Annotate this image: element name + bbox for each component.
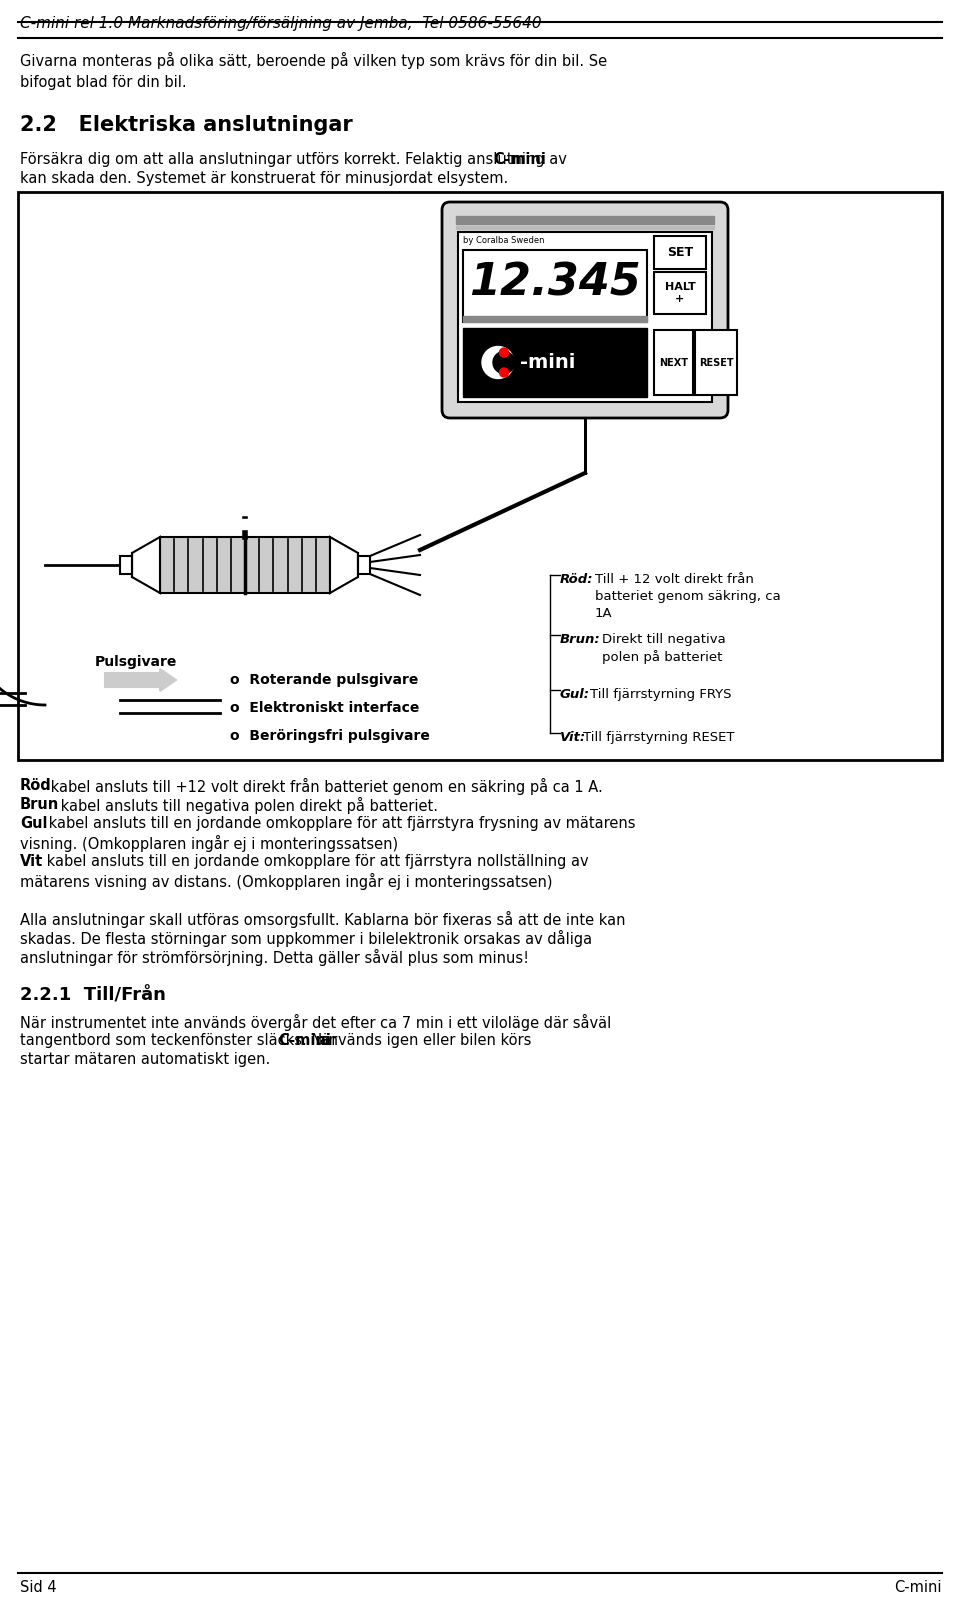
- Bar: [456, 227, 714, 230]
- Text: kan skada den. Systemet är konstruerat för minusjordat elsystem.: kan skada den. Systemet är konstruerat f…: [20, 170, 508, 186]
- Text: 12.345: 12.345: [469, 262, 641, 304]
- Text: NEXT: NEXT: [659, 357, 688, 368]
- Text: tangentbord som teckenfönster släcks. När: tangentbord som teckenfönster släcks. Nä…: [20, 1033, 342, 1048]
- Text: mätarens visning av distans. (Omkopplaren ingår ej i monteringssatsen): mätarens visning av distans. (Omkopplare…: [20, 873, 553, 890]
- Text: by Coralba Sweden: by Coralba Sweden: [463, 236, 544, 244]
- Text: Till fjärrstyrning RESET: Till fjärrstyrning RESET: [583, 731, 734, 744]
- Text: 2.2   Elektriska anslutningar: 2.2 Elektriska anslutningar: [20, 116, 352, 135]
- Text: kabel ansluts till en jordande omkopplare för att fjärrstyra nollställning av: kabel ansluts till en jordande omkopplar…: [42, 853, 588, 869]
- Text: Brun:: Brun:: [560, 633, 601, 646]
- Bar: [237, 519, 253, 529]
- Circle shape: [493, 352, 515, 373]
- Text: o  Beröringsfri pulsgivare: o Beröringsfri pulsgivare: [230, 730, 430, 742]
- Text: Sid 4: Sid 4: [20, 1580, 57, 1596]
- Text: Till + 12 volt direkt från
batteriet genom säkring, ca
1A: Till + 12 volt direkt från batteriet gen…: [595, 574, 780, 620]
- Circle shape: [499, 368, 509, 378]
- Bar: [463, 328, 647, 397]
- Polygon shape: [330, 537, 358, 593]
- Bar: [463, 317, 647, 321]
- Text: startar mätaren automatiskt igen.: startar mätaren automatiskt igen.: [20, 1053, 271, 1067]
- Text: Vit: Vit: [20, 853, 43, 869]
- Text: Gul:: Gul:: [560, 688, 590, 701]
- Bar: [120, 556, 132, 574]
- Text: Brun: Brun: [20, 797, 60, 812]
- Text: SET: SET: [667, 246, 693, 259]
- Bar: [456, 215, 714, 223]
- Text: Gul: Gul: [20, 816, 47, 831]
- FancyArrow shape: [105, 669, 176, 691]
- Bar: [458, 231, 712, 402]
- Text: Direkt till negativa
polen på batteriet: Direkt till negativa polen på batteriet: [602, 633, 726, 664]
- Text: skadas. De flesta störningar som uppkommer i bilelektronik orsakas av dåliga: skadas. De flesta störningar som uppkomm…: [20, 930, 592, 947]
- Text: C-mini: C-mini: [895, 1580, 942, 1596]
- FancyBboxPatch shape: [442, 202, 728, 418]
- Bar: [160, 537, 330, 593]
- Bar: [654, 329, 693, 395]
- Text: Vit:: Vit:: [560, 731, 587, 744]
- Circle shape: [499, 349, 509, 357]
- Text: o  Roterande pulsgivare: o Roterande pulsgivare: [230, 673, 419, 688]
- Text: kabel ansluts till negativa polen direkt på batteriet.: kabel ansluts till negativa polen direkt…: [56, 797, 438, 815]
- Text: o  Elektroniskt interface: o Elektroniskt interface: [230, 701, 420, 715]
- Text: Pulsgivare: Pulsgivare: [95, 656, 178, 669]
- Text: Alla anslutningar skall utföras omsorgsfullt. Kablarna bör fixeras så att de int: Alla anslutningar skall utföras omsorgsf…: [20, 911, 626, 927]
- Text: När instrumentet inte används övergår det efter ca 7 min i ett viloläge där såvä: När instrumentet inte används övergår de…: [20, 1014, 612, 1032]
- Text: C-mini: C-mini: [493, 153, 546, 167]
- Text: Givarna monteras på olika sätt, beroende på vilken typ som krävs för din bil. Se: Givarna monteras på olika sätt, beroende…: [20, 51, 607, 90]
- Bar: [18, 191, 942, 760]
- Text: Försäkra dig om att alla anslutningar utförs korrekt. Felaktig anslutning av: Försäkra dig om att alla anslutningar ut…: [20, 153, 571, 167]
- Text: RESET: RESET: [699, 357, 733, 368]
- Bar: [695, 329, 737, 395]
- Circle shape: [482, 347, 514, 379]
- Bar: [358, 556, 370, 574]
- Text: Till fjärrstyrning FRYS: Till fjärrstyrning FRYS: [590, 688, 732, 701]
- Bar: [463, 251, 647, 321]
- Polygon shape: [132, 537, 160, 593]
- Bar: [654, 236, 706, 268]
- Text: visning. (Omkopplaren ingår ej i monteringssatsen): visning. (Omkopplaren ingår ej i monteri…: [20, 836, 398, 852]
- Text: används igen eller bilen körs: används igen eller bilen körs: [315, 1033, 532, 1048]
- Text: C-mini rel 1.0 Marknadsföring/försäljning av Jemba,  Tel 0586-55640: C-mini rel 1.0 Marknadsföring/försäljnin…: [20, 16, 541, 31]
- Text: -mini: -mini: [520, 354, 575, 371]
- Text: Röd: Röd: [20, 778, 52, 792]
- Text: HALT
+: HALT +: [664, 283, 695, 304]
- Text: 2.2.1  Till/Från: 2.2.1 Till/Från: [20, 987, 166, 1004]
- Text: kabel ansluts till +12 volt direkt från batteriet genom en säkring på ca 1 A.: kabel ansluts till +12 volt direkt från …: [46, 778, 603, 795]
- Bar: [654, 272, 706, 313]
- Text: C-mini: C-mini: [278, 1033, 331, 1048]
- Text: anslutningar för strömförsörjning. Detta gäller såväl plus som minus!: anslutningar för strömförsörjning. Detta…: [20, 950, 529, 966]
- Text: kabel ansluts till en jordande omkopplare för att fjärrstyra frysning av mätaren: kabel ansluts till en jordande omkopplar…: [44, 816, 636, 831]
- Text: Röd:: Röd:: [560, 574, 593, 587]
